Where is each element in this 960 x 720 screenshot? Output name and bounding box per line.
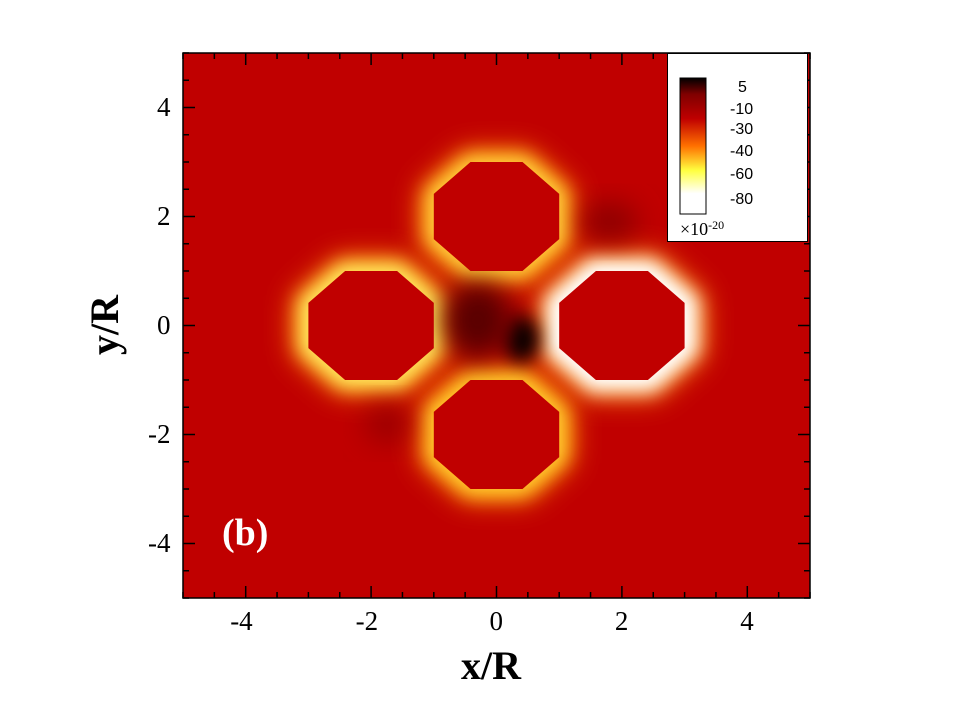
y-tick-label: -4: [148, 528, 171, 558]
x-tick-label: -4: [230, 606, 253, 636]
y-tick-label: 2: [157, 201, 171, 231]
colorbar-level-label: -40: [730, 143, 754, 160]
x-tick-label: -2: [355, 606, 379, 636]
obstacle: [433, 380, 560, 489]
colorbar-scale: ×10-20: [680, 219, 724, 238]
obstacle: [433, 162, 560, 271]
colorbar-gradient: [679, 77, 707, 215]
vortex-region: [581, 202, 638, 242]
vortex-region: [504, 316, 540, 363]
colorbar-scale-exponent: -20: [708, 218, 725, 232]
y-tick-label: 4: [157, 92, 171, 122]
colorbar-level-label: -60: [730, 166, 754, 183]
colorbar: [679, 77, 707, 215]
colorbar-level-label: -10: [730, 101, 754, 118]
x-axis-label: x/R: [461, 643, 521, 688]
tick-marks: [182, 52, 811, 599]
colorbar-level-label: -30: [730, 121, 754, 138]
y-axis-label: y/R: [82, 295, 127, 355]
obstacle: [308, 271, 434, 380]
vortex-region: [364, 404, 409, 443]
panel-label: (b): [222, 512, 269, 554]
obstacle: [559, 271, 685, 380]
vortex-region: [443, 281, 513, 359]
x-tick-label: 0: [489, 606, 504, 636]
colorbar-legend: 5 -10 -30 -40 -60 -80 ×10-20: [667, 53, 808, 242]
y-tick-label: 0: [157, 310, 171, 340]
y-tick-label: -2: [148, 419, 171, 449]
colorbar-level-label: 5: [738, 79, 747, 96]
x-tick-label: 2: [614, 606, 629, 636]
colorbar-level-label: -80: [730, 191, 754, 208]
x-tick-label: 4: [740, 606, 754, 636]
colorbar-scale-base: ×10: [680, 219, 709, 239]
